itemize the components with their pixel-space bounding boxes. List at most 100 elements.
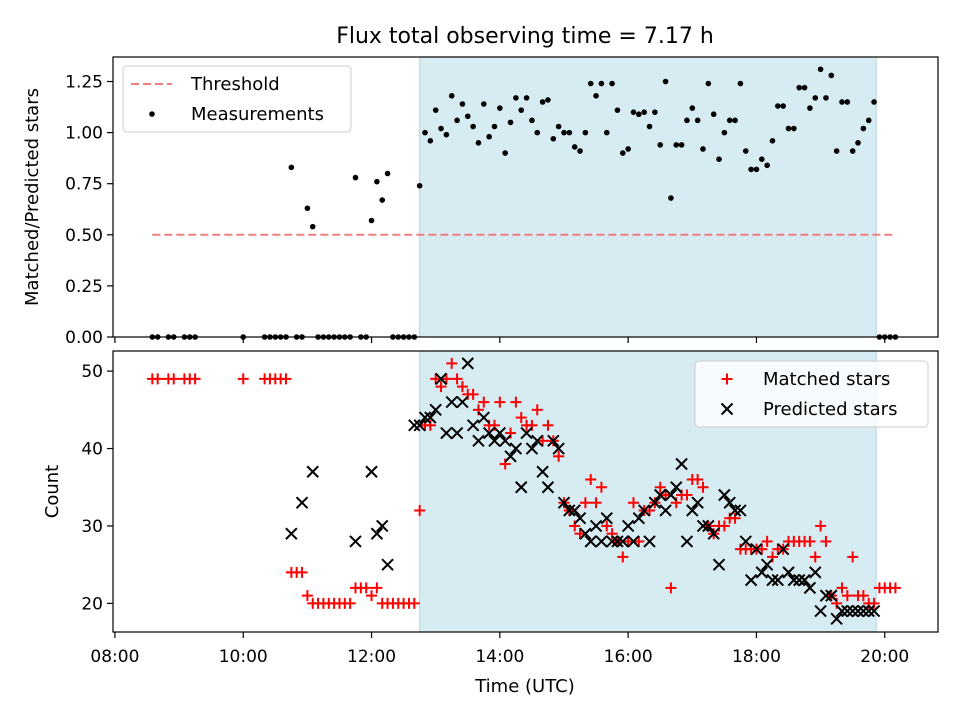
predicted-star-point xyxy=(862,604,875,618)
bottom-y-ticks: 20 30 40 50 xyxy=(81,362,113,614)
predicted-star-point xyxy=(595,535,608,548)
measurement-point xyxy=(860,125,867,132)
top-panel: 0.00 0.25 0.50 0.75 1.00 1.25 Matched/Predict… xyxy=(22,56,939,348)
predicted-star-point xyxy=(445,395,458,409)
predicted-star-point xyxy=(835,604,849,618)
measurement-point xyxy=(785,125,792,132)
predicted-star-point xyxy=(670,481,683,494)
predicted-star-point xyxy=(846,604,859,618)
y-tick-label: 0.75 xyxy=(65,175,103,195)
measurement-point xyxy=(566,129,573,136)
measurement-point xyxy=(865,117,872,124)
predicted-star-point xyxy=(605,535,619,548)
measurement-point xyxy=(507,119,514,126)
predicted-star-point xyxy=(376,519,389,533)
predicted-star-point xyxy=(696,519,710,533)
matched-star-point xyxy=(430,373,442,385)
matched-star-point xyxy=(344,597,356,609)
matched-star-point xyxy=(296,566,308,578)
matched-star-point xyxy=(494,396,506,408)
matched-star-point xyxy=(408,597,420,609)
predicted-star-point xyxy=(520,426,533,440)
top-legend: Threshold Measurements xyxy=(122,65,352,133)
y-tick-label: 0.25 xyxy=(65,277,103,297)
measurement-point xyxy=(432,107,439,113)
measurement-point xyxy=(791,125,797,132)
matched-star-point xyxy=(510,396,522,408)
matched-star-point xyxy=(697,481,709,493)
predicted-star-point xyxy=(525,442,539,455)
legend-threshold-label: Threshold xyxy=(190,74,280,95)
measurement-point xyxy=(828,72,835,79)
predicted-star-point xyxy=(814,604,827,618)
predicted-star-point xyxy=(760,558,774,571)
predicted-star-point xyxy=(504,450,517,463)
y-tick-label: 40 xyxy=(81,440,103,460)
top-y-ticks: 0.00 0.25 0.50 0.75 1.00 1.25 xyxy=(65,73,113,348)
measurement-point xyxy=(801,84,808,91)
observing-window-shade-top xyxy=(419,56,877,338)
measurement-point xyxy=(529,117,535,124)
matched-star-point xyxy=(718,520,730,532)
measurement-point xyxy=(849,148,856,154)
measurement-point xyxy=(705,80,712,87)
measurement-point xyxy=(288,164,295,171)
measurement-point xyxy=(839,99,845,105)
measurement-point xyxy=(742,148,749,154)
predicted-star-point xyxy=(723,496,736,509)
measurement-point xyxy=(646,123,653,130)
matched-star-point xyxy=(467,388,479,400)
measurement-point xyxy=(438,125,444,132)
predicted-star-point xyxy=(611,535,624,548)
measurement-point xyxy=(577,148,583,154)
predicted-star-point xyxy=(776,542,790,556)
bottom-legend: Matched stars Predicted stars xyxy=(694,360,929,428)
measurement-point xyxy=(454,117,460,124)
bottom-y-axis-label: Count xyxy=(42,465,63,518)
matched-star-point xyxy=(889,582,901,594)
predicted-star-point xyxy=(766,573,779,587)
predicted-star-point xyxy=(557,496,571,509)
measurement-point xyxy=(668,195,674,201)
predicted-star-point xyxy=(728,504,742,517)
x-tick-label: 18:00 xyxy=(732,647,781,667)
matched-star-point xyxy=(847,551,859,563)
measurement-point xyxy=(427,137,434,144)
predicted-star-point xyxy=(477,411,491,424)
predicted-star-point xyxy=(413,419,426,432)
measurement-point xyxy=(823,95,829,101)
measurement-point xyxy=(812,95,819,101)
predicted-star-point xyxy=(600,511,613,525)
predicted-star-point xyxy=(579,527,592,540)
predicted-star-point xyxy=(584,535,597,548)
y-tick-label: 20 xyxy=(81,594,103,614)
bottom-axes-frame xyxy=(112,350,939,633)
predicted-star-point xyxy=(691,496,704,509)
measurement-point xyxy=(796,84,803,91)
matched-star-point xyxy=(595,481,607,493)
matched-star-point xyxy=(809,551,821,563)
predicted-star-point xyxy=(370,527,384,540)
predicted-star-point xyxy=(365,465,378,478)
predicted-star-point xyxy=(450,426,464,440)
predicted-star-point xyxy=(782,566,795,579)
measurement-point xyxy=(625,146,631,152)
measurement-point xyxy=(871,99,877,105)
predicted-star-point xyxy=(573,511,587,525)
predicted-star-point xyxy=(536,465,549,478)
top-x-ticks xyxy=(114,337,886,343)
measurement-point xyxy=(737,80,744,87)
predicted-star-point xyxy=(819,589,833,602)
matched-star-point xyxy=(478,396,490,408)
matched-star-point xyxy=(537,435,549,447)
predicted-star-point xyxy=(793,573,806,587)
predicted-star-point xyxy=(702,519,715,533)
legend-matched-label: Matched stars xyxy=(763,369,890,390)
predicted-star-point xyxy=(712,558,726,571)
matched-star-point xyxy=(435,381,447,393)
x-tick-label: 10:00 xyxy=(219,647,268,667)
measurement-point xyxy=(448,93,455,99)
predicted-star-point xyxy=(381,558,394,571)
matched-star-point xyxy=(622,535,634,547)
